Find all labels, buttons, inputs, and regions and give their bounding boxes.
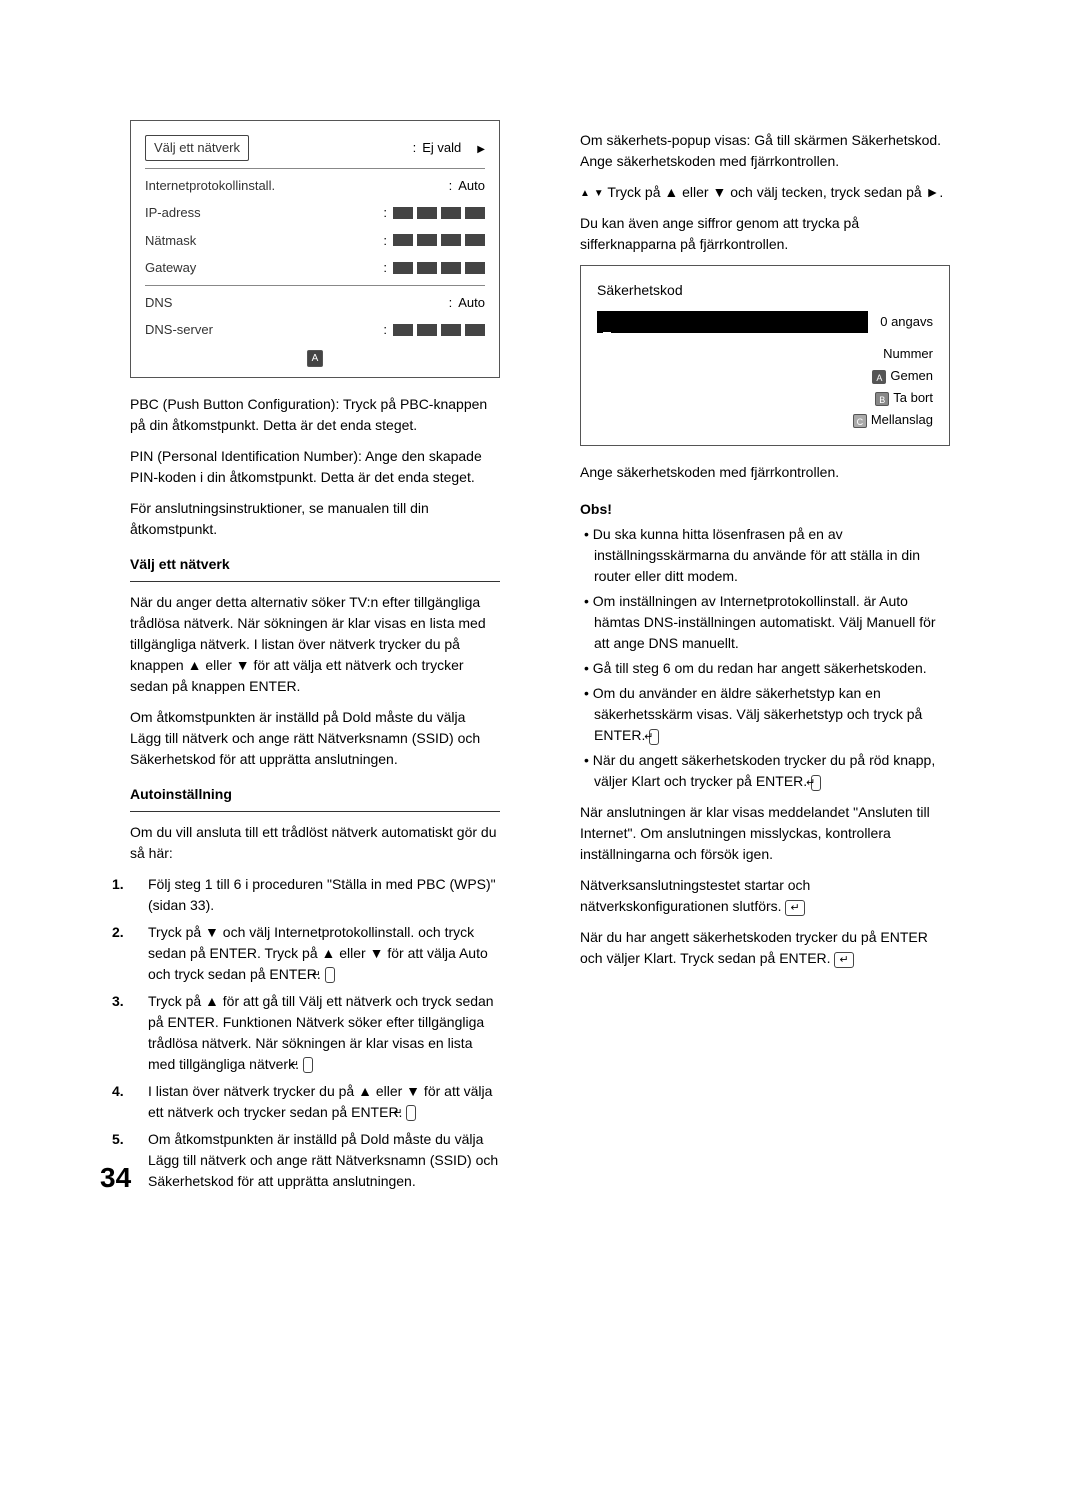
- bullet-4: Om du använder en äldre säkerhetstyp kan…: [594, 683, 950, 746]
- right-p4: När du har angett säkerhetskoden trycker…: [580, 927, 950, 969]
- row-gateway: Gateway :: [145, 254, 485, 282]
- b-key-icon: B: [875, 392, 889, 406]
- label-dns: DNS: [145, 293, 172, 313]
- select-network-body: När du anger detta alternativ söker TV:n…: [130, 592, 500, 697]
- enter-icon: ↵: [303, 1057, 313, 1073]
- enter-code: Ange säkerhetskoden med fjärrkontrollen.: [580, 462, 950, 483]
- security-legend: Nummer A Gemen B Ta bort C Mellanslag: [597, 343, 933, 431]
- manual-ref: För anslutningsinstruktioner, se manuale…: [130, 498, 500, 540]
- gateway-blocks: [393, 262, 485, 274]
- label-ip-address: IP-adress: [145, 203, 201, 223]
- right-intro-c: Du kan även ange siffror genom att tryck…: [580, 213, 950, 255]
- hidden-ap-note: Om åtkomstpunkten är inställd på Dold må…: [130, 707, 500, 770]
- step-4: 4.I listan över nätverk trycker du på ▲ …: [148, 1081, 500, 1123]
- enter-icon: ↵: [325, 967, 335, 983]
- value-select-network: Ej vald: [422, 138, 461, 158]
- pin-text: PIN (Personal Identification Number): An…: [130, 446, 500, 488]
- pbc-text: PBC (Push Button Configuration): Tryck p…: [130, 394, 500, 436]
- row-select-network[interactable]: Välj ett nätverk : Ej vald: [145, 131, 485, 165]
- auto-body: Om du vill ansluta till ett trådlöst nät…: [130, 822, 500, 864]
- row-dns-server: DNS-server :: [145, 316, 485, 344]
- legend-a: Gemen: [890, 368, 933, 383]
- a-button-icon: A: [307, 350, 324, 367]
- right-p2: När anslutningen är klar visas meddeland…: [580, 802, 950, 865]
- enter-icon: ↵: [834, 952, 853, 968]
- enter-icon: ↵: [811, 775, 821, 791]
- value-ip-protocol: Auto: [458, 176, 485, 196]
- security-input[interactable]: [597, 311, 868, 333]
- bullet-3: Gå till steg 6 om du redan har angett sä…: [594, 658, 950, 679]
- security-title: Säkerhetskod: [597, 280, 933, 301]
- legend-numbers: Nummer: [597, 343, 933, 365]
- step-3: 3.Tryck på ▲ för att gå till Välj ett nä…: [148, 991, 500, 1075]
- auto-head: Autoinställning: [130, 784, 500, 805]
- security-count: 0 angavs: [880, 312, 933, 332]
- bullet-1: Du ska kunna hitta lösenfrasen på en av …: [594, 524, 950, 587]
- bullet-5: När du angett säkerhetskoden trycker du …: [594, 750, 950, 792]
- right-intro-b: ▲ ▼ Tryck på ▲ eller ▼ och välj tecken, …: [580, 182, 950, 203]
- enter-icon: ↵: [785, 900, 804, 916]
- legend-b: Ta bort: [893, 390, 933, 405]
- enter-icon: ↵: [406, 1105, 416, 1121]
- enter-icon: ↵: [649, 729, 659, 745]
- select-network-head: Välj ett nätverk: [130, 554, 500, 575]
- step-1: 1.Följ steg 1 till 6 i proceduren "Ställ…: [148, 874, 500, 916]
- row-ip-address: IP-adress :: [145, 199, 485, 227]
- netmask-blocks: [393, 234, 485, 246]
- security-code-panel: Säkerhetskod 0 angavs Nummer A Gemen B Ta …: [580, 265, 950, 446]
- right-p3: Nätverksanslutningstestet startar och nä…: [580, 875, 950, 917]
- value-dns: Auto: [458, 293, 485, 313]
- a-key-icon: A: [872, 370, 886, 384]
- ip-blocks: [393, 207, 485, 219]
- label-select-network: Välj ett nätverk: [145, 135, 249, 161]
- network-settings-panel: Välj ett nätverk : Ej vald Internetproto…: [130, 120, 500, 378]
- right-intro-a: Om säkerhets-popup visas: Gå till skärme…: [580, 130, 950, 172]
- chevron-right-icon: [467, 138, 485, 158]
- row-ip-protocol[interactable]: Internetprotokollinstall. : Auto: [145, 172, 485, 200]
- row-dns[interactable]: DNS : Auto: [145, 289, 485, 317]
- step-2: 2.Tryck på ▼ och välj Internetprotokolli…: [148, 922, 500, 985]
- step-5: 5.Om åtkomstpunkten är inställd på Dold …: [148, 1129, 500, 1192]
- note-head: Obs!: [580, 499, 950, 520]
- bullet-2: Om inställningen av Internetprotokollins…: [594, 591, 950, 654]
- label-netmask: Nätmask: [145, 231, 196, 251]
- page-number: 34: [100, 1162, 131, 1194]
- label-dns-server: DNS-server: [145, 320, 213, 340]
- label-ip-protocol: Internetprotokollinstall.: [145, 176, 275, 196]
- row-netmask: Nätmask :: [145, 227, 485, 255]
- c-key-icon: C: [853, 414, 867, 428]
- dns-blocks: [393, 324, 485, 336]
- label-gateway: Gateway: [145, 258, 196, 278]
- legend-c: Mellanslag: [871, 412, 933, 427]
